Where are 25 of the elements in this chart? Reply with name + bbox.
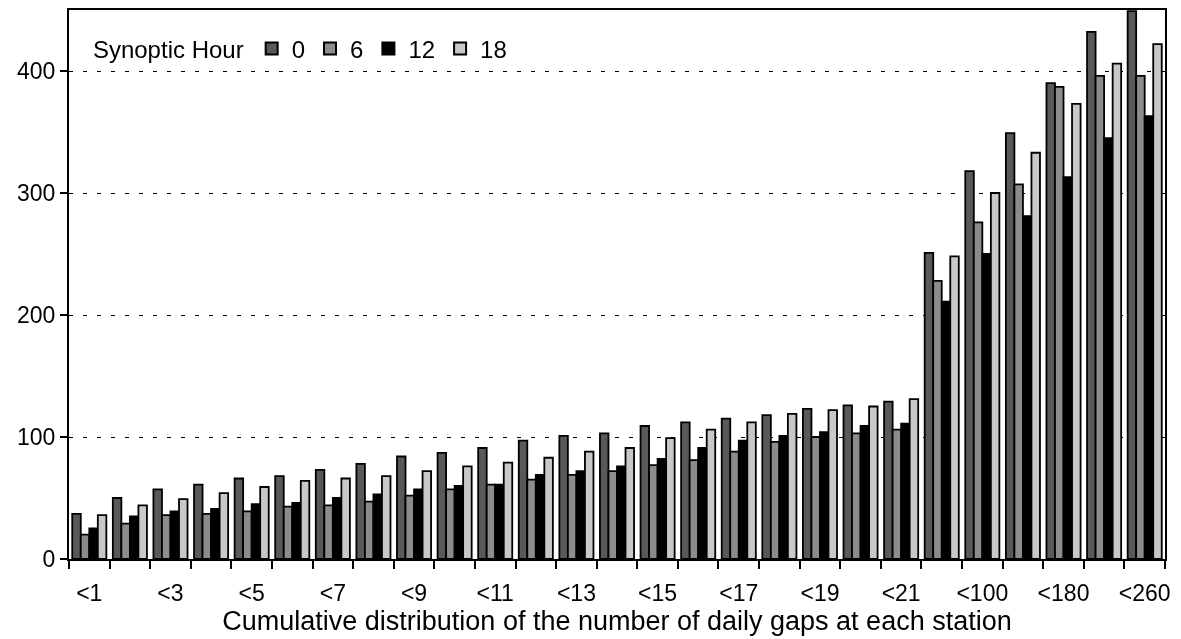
y-tick-label: 400 [17,58,56,85]
x-tick-label: <7 [319,579,346,606]
x-tick-label: <11 [476,579,514,606]
legend-label: 12 [408,35,436,63]
legend-title: Synoptic Hour [92,35,244,63]
x-axis-title: Cumulative distribution of the number of daily gaps at each station [222,605,1012,636]
legend-label: 6 [350,35,364,63]
x-tick-label: <13 [556,579,596,606]
x-tick-label: <5 [238,579,265,606]
x-tick-label: <1 [76,579,103,606]
x-tick-label: <9 [400,579,428,606]
y-tick-label: 0 [42,546,56,573]
x-tick-label: <19 [800,579,840,606]
legend-label: 0 [291,35,306,63]
y-tick-label: 200 [17,302,56,329]
x-tick-label: <3 [157,579,184,606]
x-tick-label: <260 [1118,579,1171,606]
x-tick-label: <17 [719,579,759,606]
y-tick-label: 100 [17,424,56,451]
x-tick-label: <180 [1037,579,1090,606]
x-tick-label: <100 [956,579,1009,606]
x-tick-label: <21 [881,579,921,606]
y-tick-label: 300 [17,180,56,207]
x-tick-label: <15 [638,579,678,606]
legend-label: 18 [480,35,507,63]
